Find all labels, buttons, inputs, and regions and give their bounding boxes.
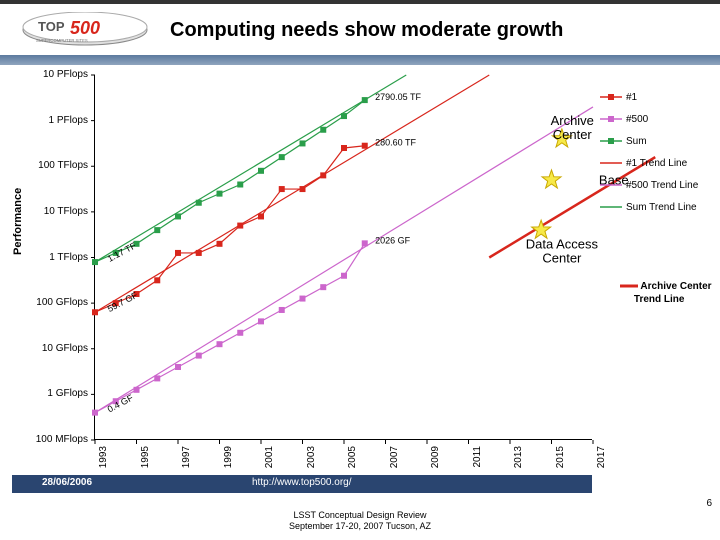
y-tick-label: 1 PFlops bbox=[18, 115, 88, 126]
legend-label: #500 bbox=[626, 114, 648, 125]
svg-text:1.17 TF: 1.17 TF bbox=[106, 240, 138, 264]
y-tick-label: 10 GFlops bbox=[18, 343, 88, 354]
archive-trend-legend: Archive Center Trend Line bbox=[620, 280, 712, 306]
x-tick-label: 2017 bbox=[596, 446, 607, 476]
y-axis-title: Performance bbox=[12, 188, 24, 255]
x-tick-label: 1995 bbox=[140, 446, 151, 476]
legend-item: #1 bbox=[600, 90, 715, 104]
x-tick-label: 2015 bbox=[555, 446, 566, 476]
x-tick-label: 2007 bbox=[389, 446, 400, 476]
svg-text:Archive: Archive bbox=[551, 113, 594, 128]
extra-legend-line2: Trend Line bbox=[634, 294, 685, 305]
x-tick-label: 1993 bbox=[98, 446, 109, 476]
svg-text:2026 GF: 2026 GF bbox=[375, 235, 411, 245]
plot-area: 2790.05 TF 280.60 TF 2026 GF 1.17 TF 59.7 GF… bbox=[94, 75, 592, 440]
chart-footer: 28/06/2006 http://www.top500.org/ bbox=[12, 475, 592, 493]
svg-text:500: 500 bbox=[70, 18, 100, 38]
legend-item: #500 bbox=[600, 112, 715, 126]
legend-label: Sum bbox=[626, 136, 647, 147]
page-title: Computing needs show moderate growth bbox=[170, 19, 563, 42]
legend-label: Sum Trend Line bbox=[626, 202, 697, 213]
svg-text:Center: Center bbox=[542, 250, 582, 265]
svg-text:0.4 GF: 0.4 GF bbox=[106, 392, 135, 414]
x-tick-label: 2013 bbox=[513, 446, 524, 476]
svg-text:SUPERCOMPUTER SITES: SUPERCOMPUTER SITES bbox=[36, 38, 88, 43]
legend-item: Sum bbox=[600, 134, 715, 148]
y-tick-label: 10 PFlops bbox=[18, 69, 88, 80]
svg-text:TOP: TOP bbox=[38, 19, 65, 34]
x-tick-label: 2009 bbox=[430, 446, 441, 476]
y-tick-label: 100 TFlops bbox=[18, 160, 88, 171]
footer-date: 28/06/2006 bbox=[42, 477, 92, 488]
y-tick-label: 100 GFlops bbox=[18, 297, 88, 308]
svg-text:59.7 GF: 59.7 GF bbox=[106, 290, 140, 314]
x-tick-label: 2003 bbox=[306, 446, 317, 476]
legend-label: #1 bbox=[626, 92, 637, 103]
x-tick-label: 1999 bbox=[223, 446, 234, 476]
legend-label: #1 Trend Line bbox=[626, 158, 687, 169]
y-tick-label: 1 GFlops bbox=[18, 388, 88, 399]
legend-label: #500 Trend Line bbox=[626, 180, 698, 191]
footer-text: LSST Conceptual Design Review September … bbox=[0, 510, 720, 532]
y-tick-label: 1 TFlops bbox=[18, 252, 88, 263]
slide: TOP 500 SUPERCOMPUTER SITES Computing ne… bbox=[0, 0, 720, 540]
svg-text:Center: Center bbox=[553, 127, 593, 142]
x-tick-label: 2011 bbox=[472, 446, 483, 476]
svg-text:280.60 TF: 280.60 TF bbox=[375, 138, 416, 148]
header: TOP 500 SUPERCOMPUTER SITES Computing ne… bbox=[0, 4, 720, 59]
footer-url: http://www.top500.org/ bbox=[252, 477, 352, 488]
header-underline bbox=[0, 55, 720, 65]
legend-item: #1 Trend Line bbox=[600, 156, 715, 170]
extra-legend-line1: Archive Center bbox=[640, 281, 711, 292]
footer-line2: September 17-20, 2007 Tucson, AZ bbox=[289, 521, 431, 531]
legend: #1 #500 Sum #1 Trend Line #500 Trend Line Sum… bbox=[600, 90, 715, 222]
legend-item: #500 Trend Line bbox=[600, 178, 715, 192]
y-tick-label: 10 TFlops bbox=[18, 206, 88, 217]
footer-line1: LSST Conceptual Design Review bbox=[294, 510, 427, 520]
performance-chart: Performance 2790.05 TF 280.60 TF 2026 GF 1.… bbox=[12, 75, 592, 485]
y-tick-label: 100 MFlops bbox=[18, 434, 88, 445]
top500-logo: TOP 500 SUPERCOMPUTER SITES bbox=[20, 12, 150, 55]
svg-text:Data Access: Data Access bbox=[526, 236, 599, 251]
legend-item: Sum Trend Line bbox=[600, 200, 715, 214]
svg-text:2790.05 TF: 2790.05 TF bbox=[375, 92, 421, 102]
x-tick-label: 2005 bbox=[347, 446, 358, 476]
page-number: 6 bbox=[706, 498, 712, 509]
x-tick-label: 2001 bbox=[264, 446, 275, 476]
x-tick-label: 1997 bbox=[181, 446, 192, 476]
